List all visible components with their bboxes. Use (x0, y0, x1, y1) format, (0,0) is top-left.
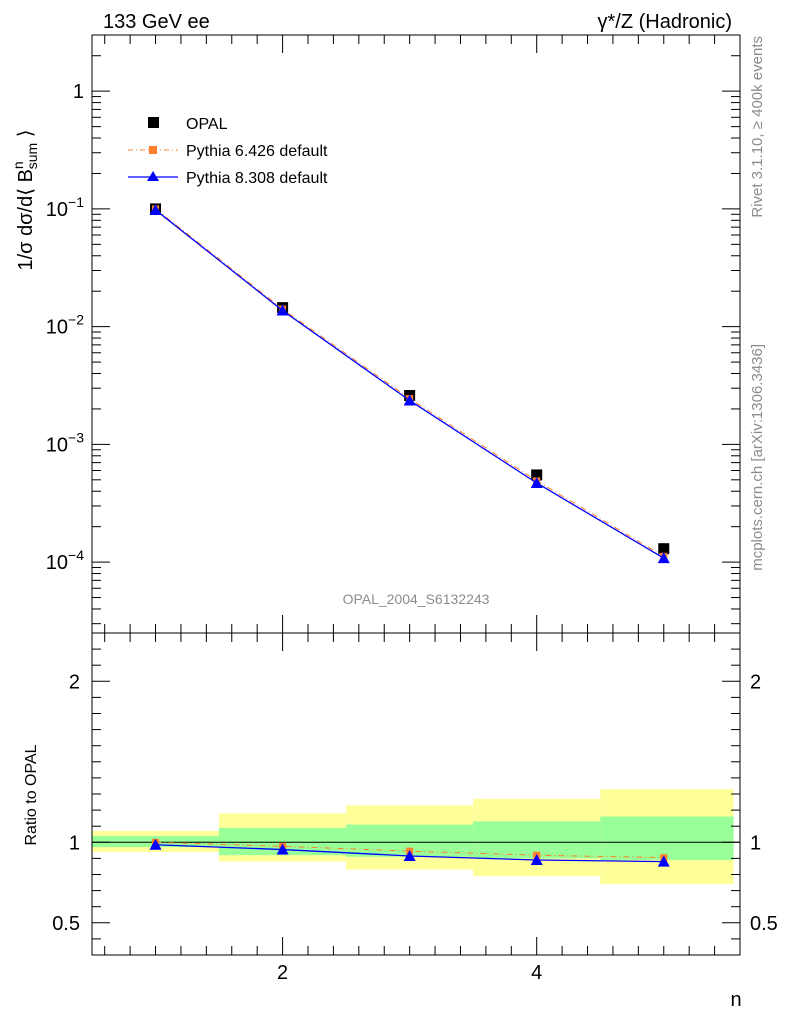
legend-marker-pythia8 (147, 171, 159, 181)
ratio-series-group (149, 838, 670, 867)
ratio-point-triangle (530, 854, 543, 866)
ratio-y-tick-label-right: 1 (750, 832, 761, 854)
ratio-uncertainty-bands (92, 789, 734, 885)
ratio-y-tick-label-left: 2 (69, 671, 80, 693)
legend-marker-pythia6 (149, 146, 157, 154)
main-y-tick-label: 10−1 (46, 194, 84, 221)
legend: OPAL Pythia 6.426 default Pythia 8.308 d… (128, 116, 328, 187)
ratio-y-axis-label: Ratio to OPAL (23, 744, 40, 845)
x-tick-label: 4 (531, 962, 542, 984)
analysis-watermark: OPAL_2004_S6132243 (343, 591, 490, 607)
band-green (600, 816, 734, 861)
ratio-y-tick-label-right: 0.5 (750, 913, 778, 935)
data-point-triangle (403, 394, 416, 406)
legend-marker-opal (148, 117, 159, 128)
main-y-tick-label: 10−4 (46, 547, 84, 574)
data-point-triangle (530, 476, 543, 488)
main-y-tick-label: 10−3 (46, 429, 84, 456)
x-tick-label: 2 (277, 962, 288, 984)
ratio-y-tick-label-left: 1 (69, 832, 80, 854)
main-y-tick-label: 1 (73, 81, 84, 103)
ratio-y-tick-label-left: 0.5 (52, 913, 80, 935)
series-line-1 (155, 208, 665, 557)
data-point-triangle (657, 552, 670, 564)
legend-label-opal: OPAL (186, 116, 228, 133)
main-panel: 1 10−1 10−2 10−3 10−4 OPAL_2004_S6132243 (46, 34, 741, 634)
ratio-y-tick-label-right: 2 (750, 671, 761, 693)
legend-label-pythia6: Pythia 6.426 default (186, 143, 328, 160)
main-y-tick-label: 10−2 (46, 312, 84, 339)
legend-label-pythia8: Pythia 8.308 default (186, 170, 328, 187)
process-label: γ*/Z (Hadronic) (598, 11, 732, 33)
ratio-point-triangle (276, 843, 289, 855)
data-point-square (531, 469, 543, 481)
data-point-square (658, 543, 670, 555)
main-y-axis-label: 1/σ dσ/d⟨ Bnsum ⟩ (10, 129, 40, 270)
ratio-point-triangle (403, 849, 416, 861)
main-axis-ticks: 1 10−1 10−2 10−3 10−4 (46, 34, 740, 633)
data-point-triangle (276, 304, 289, 316)
x-axis-label: n (730, 989, 741, 1011)
ratio-point-triangle (149, 838, 162, 850)
data-point-triangle (149, 203, 162, 215)
mcplots-label: mcplots.cern.ch [arXiv:1306.3436] (749, 344, 766, 571)
ratio-axis-ticks: 0.5 0.5 1 1 2 2 2 4 (52, 633, 778, 984)
ratio-point-triangle (657, 855, 670, 867)
energy-label: 133 GeV ee (103, 11, 210, 33)
rivet-label: Rivet 3.1.10, ≥ 400k events (749, 36, 766, 218)
series-line-2 (155, 209, 665, 559)
main-series-group (149, 203, 670, 564)
ratio-panel: 0.5 0.5 1 1 2 2 2 4 (52, 632, 778, 984)
